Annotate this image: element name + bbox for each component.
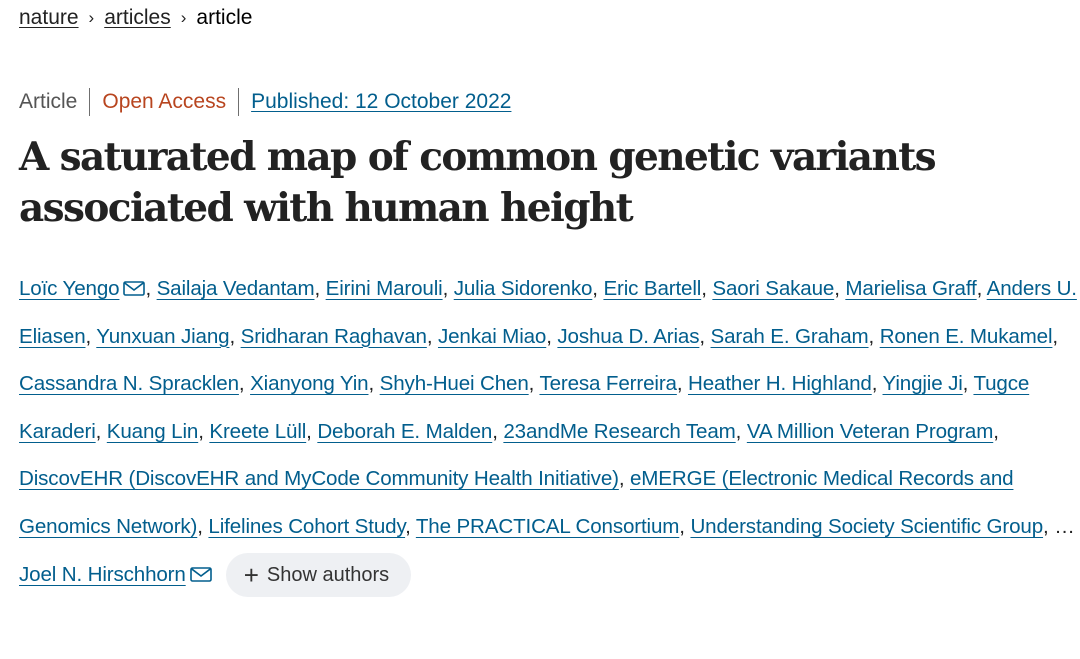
author-separator: , xyxy=(1043,514,1055,538)
author-link[interactable]: Kreete Lüll xyxy=(209,419,307,443)
meta-divider xyxy=(89,88,91,116)
author-separator: , xyxy=(976,277,987,300)
author-link[interactable]: Sarah E. Graham xyxy=(710,324,869,348)
author-link[interactable]: Marielisa Graff xyxy=(845,277,977,300)
author-link[interactable]: Eirini Marouli xyxy=(325,277,443,300)
author-link[interactable]: Shyh-Huei Chen xyxy=(379,372,529,396)
author-link[interactable]: DiscovEHR (DiscovEHR and MyCode Communit… xyxy=(19,467,619,491)
author-link[interactable]: Kuang Lin xyxy=(106,419,199,443)
author-separator: , xyxy=(1052,324,1058,348)
author-separator: , xyxy=(238,372,251,396)
author-link[interactable]: Joel N. Hirschhorn xyxy=(19,562,186,586)
breadcrumb-separator: › xyxy=(180,8,187,27)
published-date-link[interactable]: Published: 12 October 2022 xyxy=(251,90,512,113)
author-separator: , xyxy=(679,514,691,538)
author-link[interactable]: Ronen E. Mukamel xyxy=(879,324,1053,348)
author-separator: , xyxy=(85,324,97,348)
breadcrumb-articles[interactable]: articles xyxy=(104,6,171,29)
author-separator: , xyxy=(314,277,326,300)
article-meta: Article Open Access Published: 12 Octobe… xyxy=(19,86,511,118)
email-icon[interactable] xyxy=(189,566,212,582)
author-separator: , xyxy=(492,419,504,443)
author-separator: , xyxy=(442,277,454,300)
breadcrumb: nature › articles › article xyxy=(19,4,252,32)
article-title: A saturated map of common genetic varian… xyxy=(19,134,937,231)
author-separator: , xyxy=(198,419,210,443)
show-authors-label: Show authors xyxy=(266,563,390,586)
author-separator: , xyxy=(229,324,241,348)
author-link[interactable]: eMERGE (Electronic Medical Records and G… xyxy=(19,467,1014,538)
author-link[interactable]: 23andMe Research Team xyxy=(503,419,736,443)
author-link[interactable]: Sailaja Vedantam xyxy=(156,277,315,300)
author-separator: , xyxy=(735,419,747,443)
author-link[interactable]: Xianyong Yin xyxy=(250,372,369,396)
author-separator: , xyxy=(868,324,880,348)
author-separator: , xyxy=(618,467,630,491)
author-separator: , xyxy=(528,372,540,396)
author-separator: , xyxy=(701,277,713,300)
author-link[interactable]: Yingjie Ji xyxy=(882,372,963,396)
author-separator: , xyxy=(592,277,604,300)
author-separator: , xyxy=(197,514,209,538)
author-separator: , xyxy=(306,419,318,443)
author-link[interactable]: Jenkai Miao xyxy=(437,324,547,348)
author-separator: , xyxy=(368,372,380,396)
author-separator: , xyxy=(676,372,688,396)
author-link[interactable]: Eric Bartell xyxy=(603,277,702,300)
author-separator: , xyxy=(426,324,438,348)
author-link[interactable]: Joshua D. Arias xyxy=(557,324,700,348)
author-separator: , xyxy=(871,372,883,396)
author-link[interactable]: VA Million Veteran Program xyxy=(746,419,994,443)
author-link[interactable]: Heather H. Highland xyxy=(687,372,872,396)
author-link[interactable]: Loïc Yengo xyxy=(19,277,120,300)
breadcrumb-current: article xyxy=(196,6,253,29)
email-icon[interactable] xyxy=(123,281,146,296)
article-type: Article xyxy=(19,90,78,113)
author-separator: , xyxy=(95,419,107,443)
author-link[interactable]: Deborah E. Malden xyxy=(317,419,493,443)
show-authors-button[interactable]: + Show authors xyxy=(225,553,412,598)
author-link[interactable]: The PRACTICAL Consortium xyxy=(415,514,680,538)
author-separator: , xyxy=(145,277,157,300)
author-link[interactable]: Anders U. Eliasen xyxy=(19,277,1077,348)
author-link[interactable]: Julia Sidorenko xyxy=(453,277,593,300)
meta-divider xyxy=(238,88,240,116)
author-separator: , xyxy=(993,419,999,443)
author-link[interactable]: Yunxuan Jiang xyxy=(96,324,230,348)
author-link[interactable]: Lifelines Cohort Study xyxy=(208,514,406,538)
author-link[interactable]: Cassandra N. Spracklen xyxy=(19,372,239,396)
plus-icon: + xyxy=(243,560,259,591)
author-link[interactable]: Teresa Ferreira xyxy=(539,372,677,396)
breadcrumb-nature[interactable]: nature xyxy=(19,6,79,29)
author-link[interactable]: Understanding Society Scientific Group xyxy=(690,514,1044,538)
open-access-label: Open Access xyxy=(102,90,227,113)
breadcrumb-separator: › xyxy=(88,8,95,27)
author-link[interactable]: Tugce Karaderi xyxy=(19,372,1030,443)
author-separator: , xyxy=(962,372,974,396)
author-separator: , xyxy=(834,277,846,300)
author-separator: , xyxy=(405,514,416,538)
authors-ellipsis: … xyxy=(1054,514,1075,538)
author-list: Loïc Yengo, Sailaja Vedantam, Eirini Mar… xyxy=(19,265,1077,598)
author-link[interactable]: Sridharan Raghavan xyxy=(240,324,427,348)
author-separator: , xyxy=(699,324,711,348)
author-link[interactable]: Saori Sakaue xyxy=(712,277,835,300)
author-separator: , xyxy=(546,324,558,348)
